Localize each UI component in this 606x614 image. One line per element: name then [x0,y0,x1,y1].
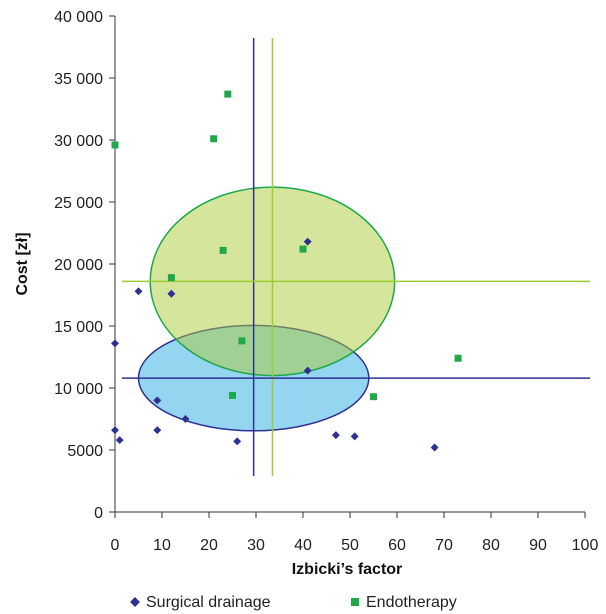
legend-marker-surgical-drainage [130,597,140,607]
y-tick-label: 30 000 [54,133,103,150]
y-tick-label: 10 000 [54,381,103,398]
legend-item-surgical-drainage: Surgical drainage [130,594,271,611]
x-tick-label: 60 [388,537,406,554]
x-tick-label: 70 [435,537,453,554]
x-tick-label: 50 [341,537,359,554]
y-tick-label: 20 000 [54,257,103,274]
y-tick-label: 40 000 [54,9,103,26]
data-point-endotherapy [300,246,307,253]
legend: Surgical drainage Endotherapy [130,594,457,611]
data-point-endotherapy [455,355,462,362]
data-point-surgical-drainage [332,431,340,439]
data-point-surgical-drainage [111,339,119,347]
data-point-surgical-drainage [431,444,439,452]
legend-label-endotherapy: Endotherapy [366,594,457,611]
legend-item-endotherapy: Endotherapy [351,594,457,611]
x-tick-label: 10 [153,537,171,554]
data-point-surgical-drainage [116,436,124,444]
y-axis-label: Cost [zł] [14,232,31,295]
data-point-surgical-drainage [233,437,241,445]
legend-marker-endotherapy [351,598,359,606]
data-point-endotherapy [229,392,236,399]
y-tick-label: 15 000 [54,319,103,336]
data-point-surgical-drainage [351,432,359,440]
y-tick-label: 0 [94,505,103,522]
x-axis-label: Izbicki’s factor [292,561,403,578]
data-point-endotherapy [238,337,245,344]
x-tick-label: 30 [247,537,265,554]
legend-label-surgical-drainage: Surgical drainage [146,594,271,611]
ellipse-layer [139,187,395,431]
x-tick-label: 80 [482,537,500,554]
x-tick-label: 40 [294,537,312,554]
y-tick-label: 5000 [67,443,103,460]
x-tick-label: 90 [529,537,547,554]
data-point-surgical-drainage [153,426,161,434]
x-tick-label: 20 [200,537,218,554]
y-tick-label: 25 000 [54,195,103,212]
data-point-endotherapy [210,135,217,142]
x-tick-label: 100 [572,537,599,554]
data-point-endotherapy [220,247,227,254]
data-point-endotherapy [168,274,175,281]
data-point-endotherapy [370,393,377,400]
data-point-endotherapy [112,141,119,148]
data-point-surgical-drainage [135,287,143,295]
x-tick-label: 0 [111,537,120,554]
data-point-endotherapy [224,91,231,98]
data-point-surgical-drainage [111,426,119,434]
y-tick-label: 35 000 [54,71,103,88]
